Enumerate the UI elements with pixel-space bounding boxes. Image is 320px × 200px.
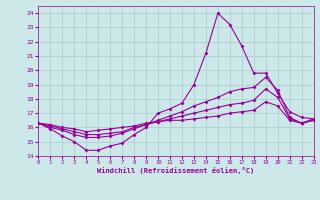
X-axis label: Windchill (Refroidissement éolien,°C): Windchill (Refroidissement éolien,°C) (97, 167, 255, 174)
